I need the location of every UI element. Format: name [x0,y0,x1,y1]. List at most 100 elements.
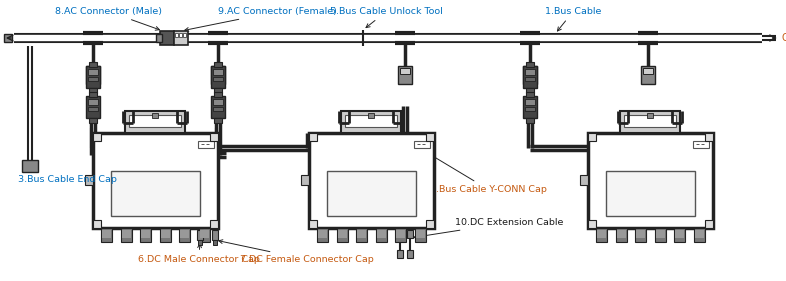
Text: 6.DC Male Connector Cap: 6.DC Male Connector Cap [138,244,260,264]
Bar [637,230,645,238]
Bar [520,33,540,43]
Bar [705,133,713,141]
Bar [395,228,406,242]
Text: 4.Bus Cable Y-CONN Cap: 4.Bus Cable Y-CONN Cap [410,142,547,194]
Bar [693,141,709,148]
Bar [89,92,97,97]
Bar [358,230,366,238]
Bar [426,220,434,228]
Bar [407,230,413,238]
Bar [526,62,534,67]
Bar [213,77,223,81]
Bar [121,228,132,242]
Bar [588,220,596,228]
Bar [210,133,218,141]
Bar [309,133,434,228]
Bar [345,115,397,127]
Bar [211,96,225,118]
Bar [309,133,317,141]
Bar [125,111,185,133]
Bar [400,68,410,74]
Bar [638,33,658,43]
Bar [407,250,413,258]
Bar [376,230,386,238]
Text: 7.DC Female Connector Cap: 7.DC Female Connector Cap [219,240,374,264]
Bar [416,230,424,238]
Bar [213,107,223,111]
Bar [588,133,713,228]
Bar [337,228,348,242]
Bar [213,99,223,105]
Bar [414,228,425,242]
Bar [397,230,403,238]
Bar [88,77,98,81]
Bar [89,88,97,93]
Bar [705,220,713,228]
Bar [141,230,150,238]
Bar [4,34,12,42]
Bar [160,31,174,45]
Bar [647,113,653,118]
Bar [156,34,162,42]
Bar [214,62,222,67]
Bar [213,68,223,74]
Bar [83,33,103,43]
Bar [122,230,130,238]
Bar [526,92,534,97]
Bar [179,33,182,37]
Bar [93,220,101,228]
Bar [395,33,415,43]
Bar [129,115,181,127]
Bar [89,118,97,123]
Bar [695,230,703,238]
Bar [86,96,100,118]
Bar [93,133,101,141]
Text: 8.AC Connector (Male): 8.AC Connector (Male) [55,7,162,30]
Bar [22,160,38,172]
Bar [183,33,186,37]
Bar [525,107,535,111]
Bar [199,228,210,242]
Bar [213,69,223,75]
Bar [580,175,588,185]
Bar [85,175,93,185]
Bar [414,141,430,148]
Bar [523,66,537,88]
Bar [89,62,97,67]
Bar [597,228,608,242]
Text: Grid: Grid [782,33,786,43]
Bar [643,68,653,74]
Bar [620,111,680,133]
Bar [397,250,403,258]
Bar [160,230,170,238]
Bar [675,230,684,238]
Bar [674,228,685,242]
Bar [174,31,188,45]
Bar [338,230,347,238]
Bar [88,99,98,105]
Bar [93,133,218,228]
Bar [88,69,98,75]
Bar [606,171,695,216]
Bar [617,230,626,238]
Bar [525,69,535,75]
Bar [523,66,537,84]
Bar [635,228,646,242]
Bar [88,107,98,111]
Bar [101,228,112,242]
Bar [211,66,225,84]
Bar [693,228,704,242]
Bar [214,118,222,123]
Bar [180,230,189,238]
Bar [368,113,374,118]
Bar [309,220,317,228]
Text: 1.Bus Cable: 1.Bus Cable [545,7,601,31]
Bar [88,68,98,74]
Bar [526,118,534,123]
Bar [523,96,537,118]
Bar [588,133,596,141]
Bar [396,230,405,238]
Bar [624,115,676,127]
Bar [86,66,100,88]
Bar [213,240,217,245]
